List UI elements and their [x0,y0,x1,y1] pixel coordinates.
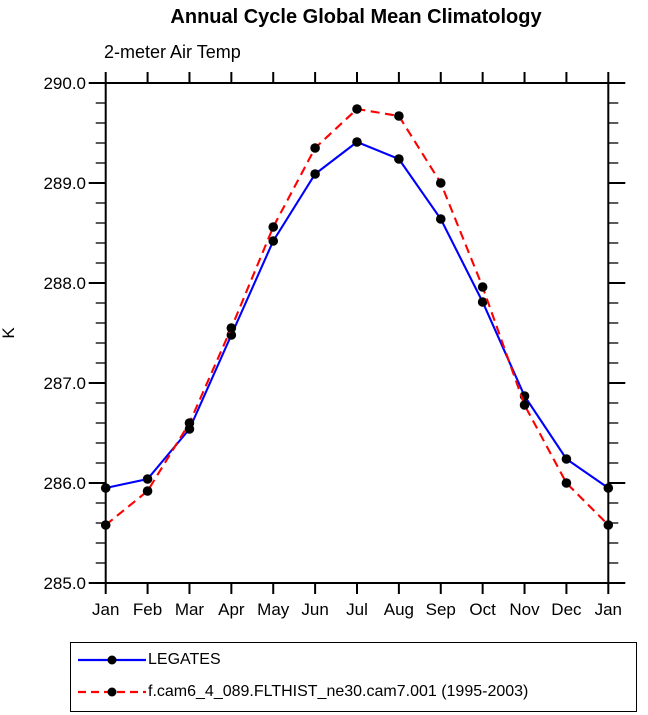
x-tick-label: May [257,600,290,619]
data-point [142,474,153,484]
data-point [142,486,153,496]
x-tick-label: Apr [218,600,245,619]
x-tick-label: Jun [301,600,328,619]
y-tick-label: 288.0 [43,274,86,293]
chart-title: Annual Cycle Global Mean Climatology [170,6,542,28]
y-tick-label: 289.0 [43,174,86,193]
x-tick-label: Oct [469,600,496,619]
legend-label: LEGATES [148,651,221,668]
legend-marker-icon [107,655,117,665]
data-point [268,236,279,246]
x-tick-label: Dec [551,600,582,619]
data-point [352,137,362,147]
legend-line-sample-dashed [78,687,146,697]
x-tick-label: Sep [426,600,456,619]
series-line-1 [105,107,610,526]
x-tick-label: Jan [595,600,622,619]
data-point [226,323,237,333]
legend: LEGATES f.cam6_4_089.FLTHIST_ne30.cam7.0… [70,642,637,712]
x-tick-label: Jan [92,600,119,619]
axes-layer: Jan Feb Mar Apr May Jun Jul Aug Sep Oct Nov Dec Jan 2… [43,72,626,619]
y-tick-label: 287.0 [43,374,86,393]
data-point [435,214,446,224]
series-layer [100,104,614,530]
data-point [561,454,572,464]
data-point [310,143,320,153]
data-point [561,478,572,488]
y-tick-label: 285.0 [43,574,86,593]
data-point [268,222,279,232]
plot-frame [104,82,610,584]
y-tick-label: 286.0 [43,474,86,493]
legend-item: f.cam6_4_089.FLTHIST_ne30.cam7.001 (1995… [71,680,528,704]
legend-item: LEGATES [71,648,221,672]
data-point [100,483,111,493]
data-point [603,483,614,493]
data-point [310,169,320,179]
data-point [435,178,446,188]
x-tick-label: Aug [384,600,414,619]
data-point [394,154,404,164]
legend-line-sample-solid [78,655,146,665]
x-tick-label: Mar [175,600,205,619]
legend-label: f.cam6_4_089.FLTHIST_ne30.cam7.001 (1995… [148,683,529,700]
y-tick-label: 290.0 [43,74,86,93]
legend-marker-icon [107,687,117,697]
x-tick-label: Jul [346,600,368,619]
y-axis-label: K [0,327,18,339]
data-point [519,400,530,410]
chart-subtitle: 2-meter Air Temp [104,42,241,62]
x-tick-label: Nov [509,600,540,619]
data-point [352,104,362,114]
data-point [184,418,195,428]
data-point [100,520,111,530]
data-point [394,111,404,121]
data-point [603,520,614,530]
data-point [477,297,488,307]
x-tick-label: Feb [133,600,162,619]
data-point [477,282,488,292]
